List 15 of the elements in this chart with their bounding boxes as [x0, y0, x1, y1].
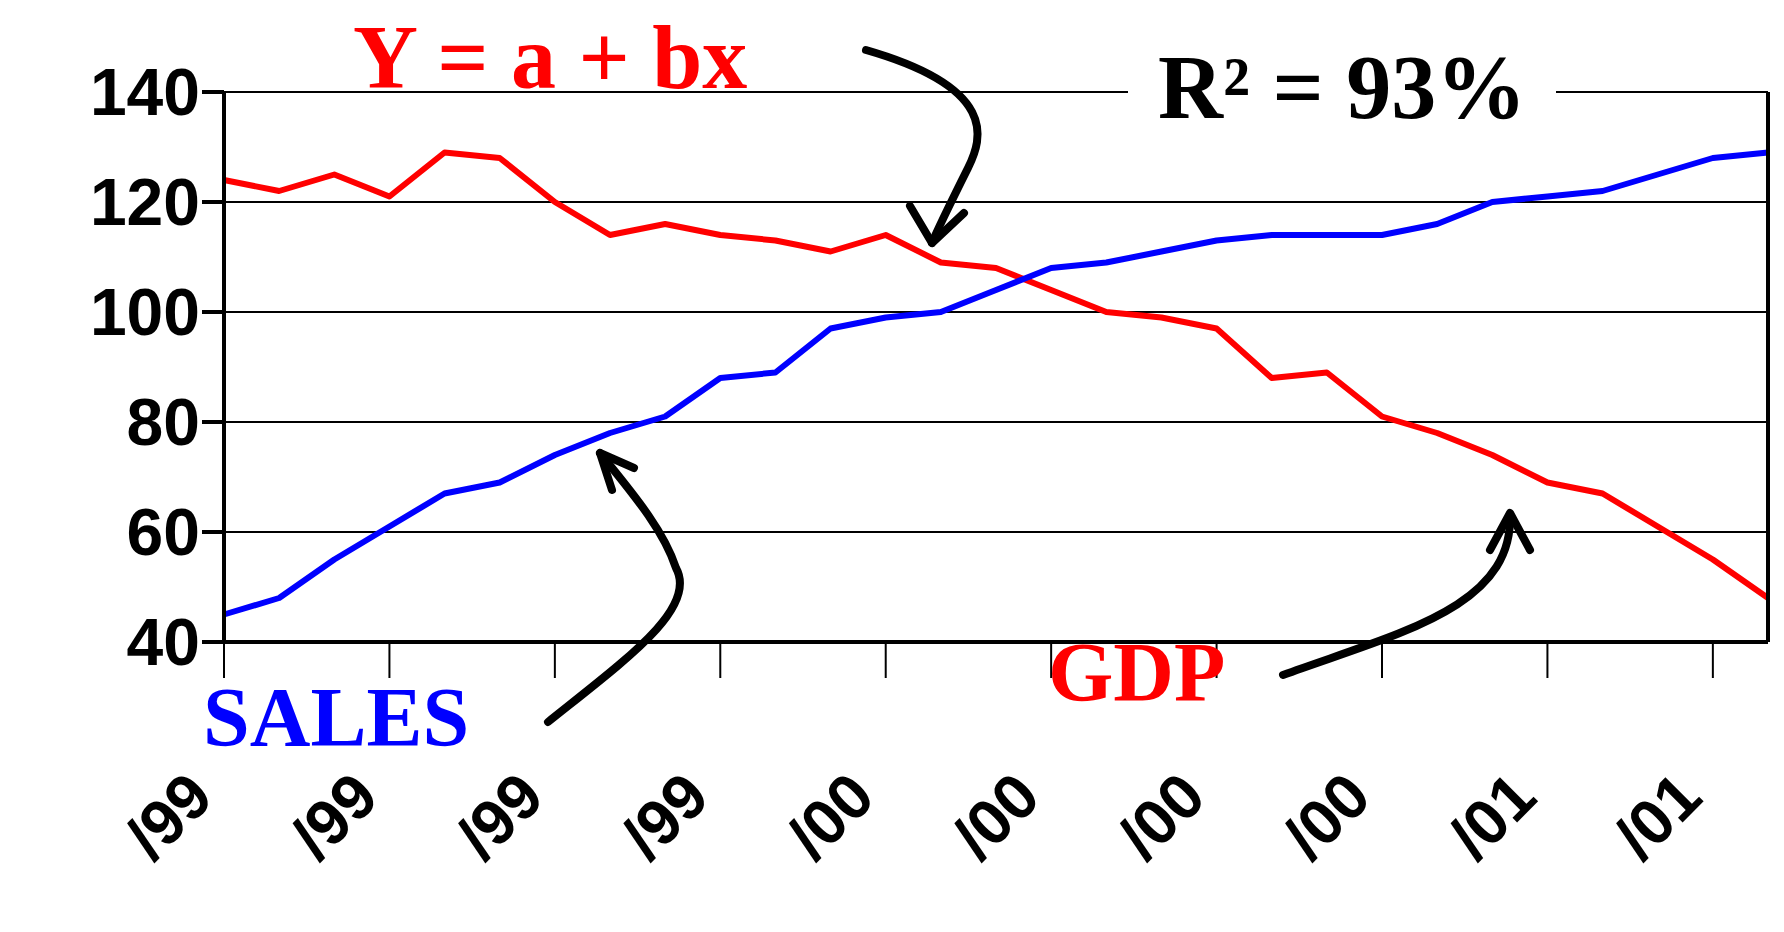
- y-tick-label: 80: [126, 385, 200, 460]
- x-tick-label: /01: [1600, 758, 1715, 873]
- x-tick-label: /00: [939, 758, 1054, 873]
- x-tick-label: /00: [1104, 758, 1219, 873]
- y-tick-label: 140: [89, 55, 200, 130]
- x-tick-label: /00: [1270, 758, 1384, 873]
- x-tick-label: /99: [608, 758, 723, 873]
- x-tick-label: /00: [773, 758, 888, 873]
- y-tick-label: 100: [89, 275, 200, 350]
- x-tick-label: /01: [1435, 758, 1550, 873]
- y-tick-label: 40: [126, 605, 200, 680]
- y-tick-label: 60: [126, 495, 200, 570]
- annotation: R² = 93%: [1158, 38, 1527, 137]
- y-tick-label: 120: [89, 165, 200, 240]
- annotation: Y = a + bx: [353, 8, 748, 107]
